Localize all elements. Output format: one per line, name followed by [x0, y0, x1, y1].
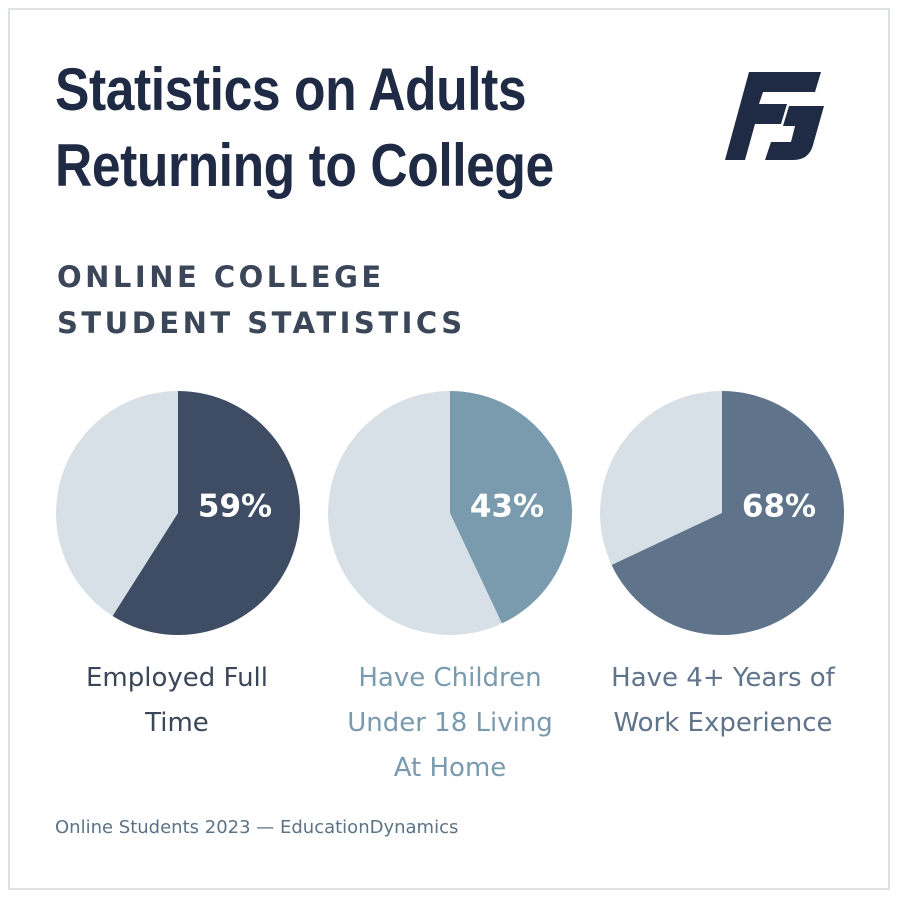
subtitle-line-1: ONLINE COLLEGE	[57, 260, 385, 294]
caption-line: At Home	[393, 753, 507, 783]
pie-value-label: 43%	[470, 489, 544, 525]
caption-line: Employed Full	[86, 663, 268, 693]
caption-line: Work Experience	[613, 708, 833, 738]
page-title: Statistics on Adults Returning to Colleg…	[55, 52, 554, 204]
caption-line: Have Children	[358, 663, 542, 693]
pie-chart-experience: 68%	[600, 391, 844, 635]
caption-line: Under 18 Living	[347, 708, 553, 738]
pie-value-label: 68%	[742, 489, 816, 525]
pie-value-label: 59%	[198, 489, 272, 525]
pie-caption-employed: Employed Full Time	[27, 656, 327, 746]
title-line-2: Returning to College	[55, 132, 554, 199]
pie-caption-experience: Have 4+ Years of Work Experience	[573, 656, 873, 746]
pie-chart-children: 43%	[328, 391, 573, 635]
pie-value-slice	[450, 391, 573, 624]
logo-shape	[725, 72, 824, 160]
subtitle-line-2: STUDENT STATISTICS	[57, 306, 466, 340]
pie-value-slice	[112, 391, 300, 635]
stylized-f-logo-icon	[725, 72, 824, 160]
caption-line: Time	[145, 708, 209, 738]
title-line-1: Statistics on Adults	[55, 56, 527, 123]
section-subtitle: ONLINE COLLEGE STUDENT STATISTICS	[57, 254, 466, 346]
caption-line: Have 4+ Years of	[611, 663, 835, 693]
pie-value-slice	[611, 391, 844, 635]
pie-caption-children: Have Children Under 18 Living At Home	[300, 656, 600, 791]
pie-chart-employed: 59%	[56, 391, 300, 635]
source-note: Online Students 2023 — EducationDynamics	[55, 817, 459, 838]
